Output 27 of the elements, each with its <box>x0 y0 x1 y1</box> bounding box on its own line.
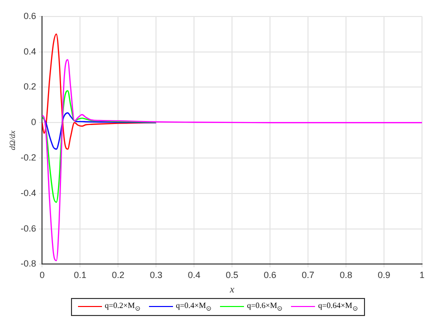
y-axis-title: dΩ/dx <box>8 130 17 150</box>
x-tick-label: 0.4 <box>188 270 200 280</box>
x-tick-label: 1 <box>419 270 425 280</box>
x-tick-label: 0.8 <box>340 270 352 280</box>
line-series <box>42 90 157 203</box>
x-tick-label: 0.5 <box>226 270 238 280</box>
x-tick-label: 0.6 <box>264 270 276 280</box>
legend-label: q=0.4×M$_{⊙}$ <box>176 301 212 313</box>
y-tick-label: 0.4 <box>24 46 36 56</box>
legend-label: q=0.6×M$_{⊙}$ <box>247 301 284 313</box>
legend-label: q=0.2×M$_{⊙}$ <box>104 301 141 313</box>
x-tick-label: 0 <box>40 270 45 280</box>
y-tick-label: 0.6 <box>24 10 36 21</box>
line-series <box>42 59 422 262</box>
x-tick-label: 0.9 <box>378 270 390 280</box>
x-axis-title: x <box>228 284 235 296</box>
y-tick-label: -0.2 <box>20 152 36 162</box>
y-tick-label: 0 <box>31 117 36 128</box>
x-tick-label: 0.3 <box>150 270 162 280</box>
y-tick-label: -0.8 <box>20 258 36 269</box>
y-tick-label: 0.2 <box>24 82 36 92</box>
x-tick-label: 0.1 <box>74 270 86 280</box>
x-tick-label: 0.7 <box>302 270 314 280</box>
legend-label: q=0.64×M$_{⊙}$ <box>318 301 358 313</box>
x-tick-label: 0.2 <box>112 270 124 280</box>
y-tick-label: -0.6 <box>20 223 36 234</box>
y-tick-label: -0.4 <box>20 188 36 198</box>
